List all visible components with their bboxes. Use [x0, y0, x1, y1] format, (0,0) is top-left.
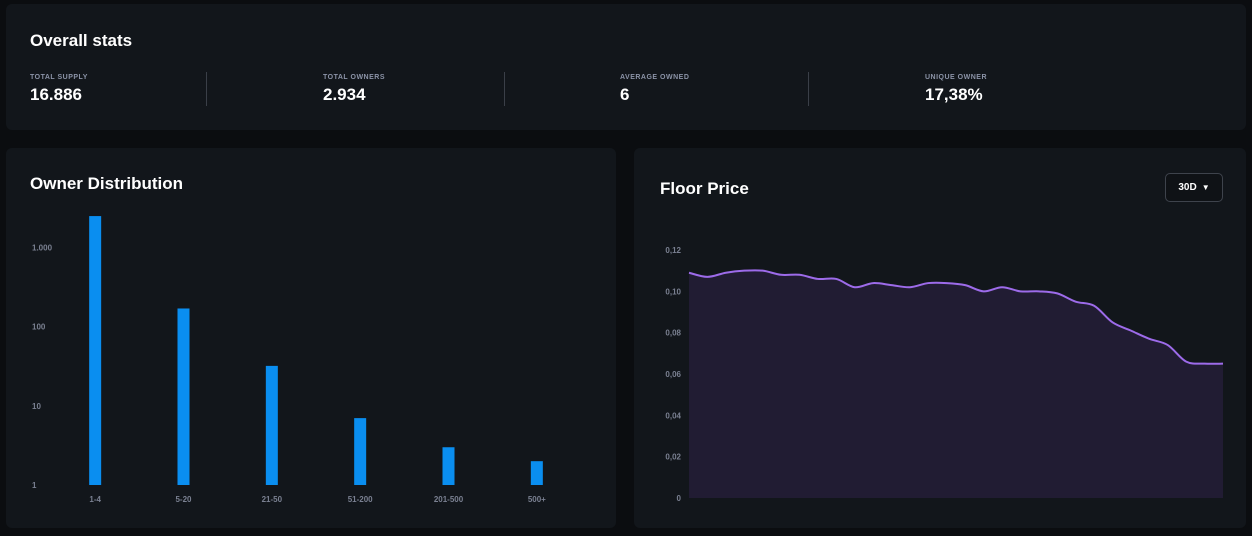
floor-price-line — [688, 269, 1224, 365]
bar-500+ — [530, 461, 543, 485]
stat-total-supply: TOTAL SUPPLY 16.886 — [30, 74, 88, 105]
stat-unique-owner: UNIQUE OWNER 17,38% — [925, 74, 987, 105]
time-range-value: 30D — [1178, 182, 1197, 193]
bar-201-500 — [442, 447, 455, 485]
floor-price-area — [689, 270, 1223, 498]
time-range-dropdown[interactable]: 30D ▼ — [1165, 173, 1223, 202]
stat-total-owners: TOTAL OWNERS 2.934 — [323, 74, 385, 105]
y-tick-label: 0 — [677, 494, 682, 503]
x-tick-label: 5-20 — [175, 495, 192, 504]
x-tick-label: 201-500 — [434, 495, 464, 504]
stat-value: 17,38% — [925, 85, 983, 104]
y-tick-label: 100 — [32, 323, 46, 332]
stat-average-owned: AVERAGE OWNED 6 — [620, 74, 689, 105]
owner-distribution-chart: 1 10 100 1.000 1-4 5-20 21-50 51-200 201-500 500+ — [32, 216, 546, 504]
y-tick-label: 0,04 — [665, 411, 681, 420]
x-tick-label: 500+ — [528, 495, 546, 504]
stat-label: AVERAGE OWNED — [620, 74, 690, 81]
y-tick-label: 10 — [32, 402, 41, 411]
floor-price-card: Floor Price 30D ▼ 0 0,02 0,04 0,06 0,08 0,10 0… — [634, 148, 1246, 528]
y-tick-label: 0,10 — [665, 287, 681, 296]
x-tick-label: 21-50 — [262, 495, 283, 504]
stat-divider — [808, 72, 809, 106]
stat-value: 16.886 — [30, 85, 82, 104]
floor-price-title: Floor Price — [660, 179, 749, 198]
bar-1-4 — [89, 216, 102, 485]
x-tick-label: 1-4 — [89, 495, 101, 504]
bar-21-50 — [265, 365, 278, 485]
stat-divider — [206, 72, 207, 106]
stat-divider — [504, 72, 505, 106]
stat-label: TOTAL OWNERS — [323, 74, 385, 81]
y-tick-label: 1.000 — [32, 244, 53, 253]
bar-5-20 — [177, 308, 190, 485]
floor-price-chart: 0 0,02 0,04 0,06 0,08 0,10 0,12 — [665, 246, 1224, 503]
x-tick-label: 51-200 — [348, 495, 373, 504]
y-tick-label: 1 — [32, 481, 37, 490]
owner-distribution-title: Owner Distribution — [30, 174, 183, 193]
y-tick-label: 0,12 — [665, 246, 681, 255]
y-tick-label: 0,08 — [665, 329, 681, 338]
overall-stats-card: Overall stats TOTAL SUPPLY 16.886 TOTAL … — [6, 4, 1246, 130]
y-tick-label: 0,06 — [665, 370, 681, 379]
stat-value: 2.934 — [323, 85, 366, 104]
overall-stats-title: Overall stats — [30, 31, 133, 50]
stat-label: TOTAL SUPPLY — [30, 74, 88, 81]
owner-distribution-card: Owner Distribution 1 10 100 1.000 1-4 5-20 21-… — [6, 148, 616, 528]
y-tick-label: 0,02 — [665, 453, 681, 462]
bar-51-200 — [354, 418, 367, 485]
stat-value: 6 — [620, 85, 630, 104]
caret-down-icon: ▼ — [1201, 183, 1210, 192]
stat-label: UNIQUE OWNER — [925, 74, 987, 81]
